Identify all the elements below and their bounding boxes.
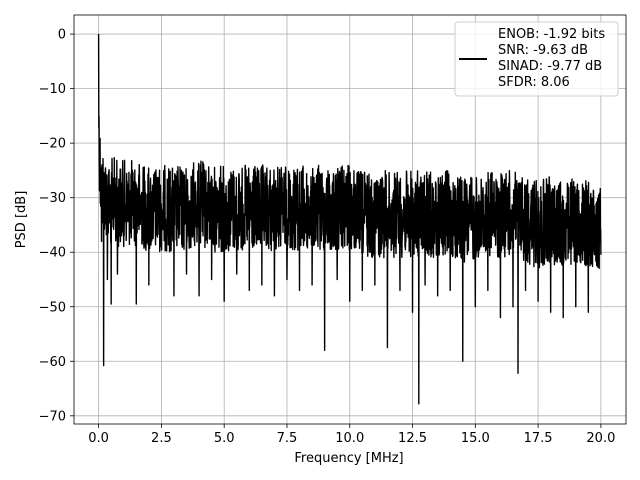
legend-line: ENOB: -1.92 bits (498, 27, 605, 42)
y-tick-label: 0 (58, 28, 66, 43)
y-tick-label: −30 (39, 191, 66, 206)
y-tick-label: −10 (39, 82, 66, 97)
x-tick-label: 17.5 (524, 431, 553, 446)
x-tick-label: 2.5 (151, 431, 172, 446)
y-axis: 0 −10 −20 −30 −40 −50 −60 −70 (39, 28, 74, 424)
x-tick-label: 10.0 (335, 431, 364, 446)
series-layer (97, 34, 602, 405)
y-axis-label: PSD [dB] (14, 191, 29, 249)
x-tick-label: 7.5 (277, 431, 298, 446)
x-tick-label: 0.0 (88, 431, 109, 446)
y-tick-label: −20 (39, 137, 66, 152)
legend: ENOB: -1.92 bits SNR: -9.63 dB SINAD: -9.7… (454, 21, 619, 97)
y-tick-label: −40 (39, 246, 66, 261)
psd-series-line (97, 34, 602, 405)
legend-line: SINAD: -9.77 dB (498, 59, 602, 74)
y-tick-label: −60 (39, 355, 66, 370)
x-tick-label: 5.0 (214, 431, 235, 446)
legend-label: ENOB: -1.92 bits SNR: -9.63 dB SINAD: -9.7… (498, 27, 605, 90)
legend-box (454, 21, 619, 97)
x-tick-label: 12.5 (398, 431, 427, 446)
x-tick-label: 15.0 (461, 431, 490, 446)
x-axis-label: Frequency [MHz] (294, 451, 403, 466)
x-axis: 0.0 2.5 5.0 7.5 10.0 12.5 15.0 17.5 20.0 (88, 424, 615, 446)
legend-line: SNR: -9.63 dB (498, 43, 588, 58)
y-tick-label: −50 (39, 300, 66, 315)
y-tick-label: −70 (39, 409, 66, 424)
x-tick-label: 20.0 (586, 431, 615, 446)
legend-line: SFDR: 8.06 (498, 75, 570, 90)
